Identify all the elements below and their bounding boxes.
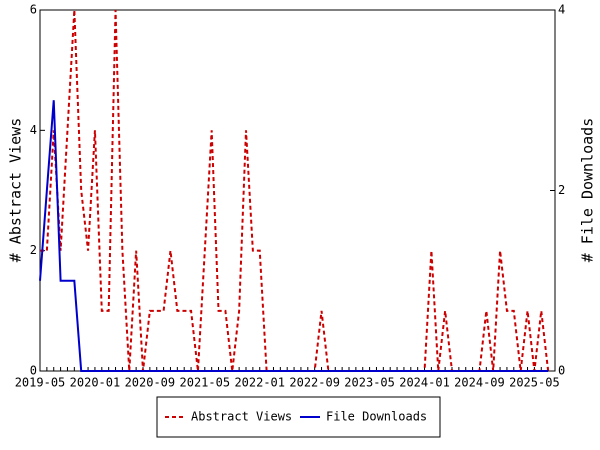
x-tick-label: 2020-01 — [70, 376, 121, 390]
y2-tick-label: 2 — [558, 183, 565, 197]
x-tick-label: 2022-09 — [289, 376, 340, 390]
y-axis-label: # Abstract Views — [7, 118, 25, 263]
y2-tick-label: 0 — [558, 364, 565, 378]
y-tick-label: 6 — [30, 3, 37, 17]
y2-tick-label: 4 — [558, 3, 565, 17]
series-line — [40, 9, 550, 372]
y2-axis-label: # File Downloads — [579, 118, 597, 263]
x-tick-label: 2020-09 — [125, 376, 176, 390]
series-line — [39, 100, 549, 372]
x-tick-label: 2021-05 — [180, 376, 231, 390]
y-tick-label: 4 — [30, 123, 37, 137]
y-tick-label: 0 — [30, 364, 37, 378]
x-tick-label: 2022-01 — [234, 376, 285, 390]
x-tick-label: 2024-01 — [399, 376, 450, 390]
x-tick-label: 2024-09 — [454, 376, 505, 390]
legend-label: Abstract Views — [191, 410, 292, 424]
y-tick-label: 2 — [30, 243, 37, 257]
x-tick-label: 2019-05 — [15, 376, 66, 390]
x-tick-label: 2023-05 — [344, 376, 395, 390]
legend-label: File Downloads — [326, 410, 427, 424]
legend-box — [156, 396, 441, 438]
x-tick-label: 2025-05 — [509, 376, 560, 390]
